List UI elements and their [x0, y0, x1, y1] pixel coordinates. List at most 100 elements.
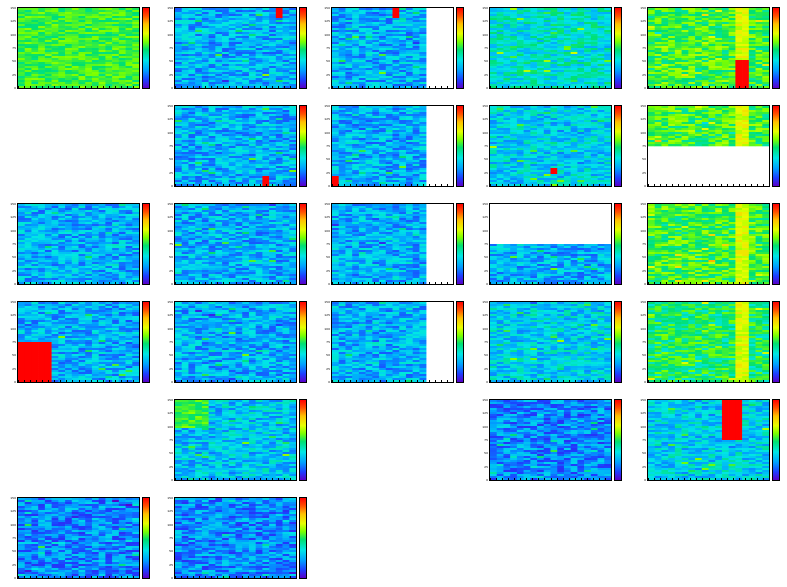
- heatmap-bin: [399, 160, 407, 163]
- heatmap-bin: [175, 26, 183, 29]
- heatmap-bin: [701, 66, 709, 69]
- heatmap-bin: [248, 76, 256, 79]
- heatmap-bin: [105, 46, 113, 49]
- heatmap-bin: [71, 54, 79, 57]
- heatmap-bin: [604, 32, 611, 35]
- heatmap-bin: [332, 172, 340, 175]
- heatmap-bin: [695, 72, 703, 75]
- heatmap-bin: [584, 20, 592, 23]
- heatmap-bin: [577, 68, 585, 71]
- heatmap-bin: [255, 156, 263, 159]
- heatmap-bin: [345, 20, 353, 23]
- histogram-panel: 0 25 50 75 100 125 150: [632, 2, 782, 92]
- heatmap-bin: [372, 64, 380, 67]
- heatmap-bin: [372, 140, 380, 143]
- heatmap-bin: [748, 78, 756, 81]
- heatmap-bin: [215, 180, 223, 183]
- heatmap-bin: [557, 32, 565, 35]
- heatmap-bin: [248, 164, 256, 167]
- heatmap-bin: [577, 74, 585, 77]
- y-tick-label: 75: [484, 46, 488, 50]
- heatmap-bin: [345, 8, 353, 11]
- heatmap-bin: [358, 132, 366, 135]
- heatmap-bin: [654, 30, 662, 33]
- heatmap-bin: [195, 144, 203, 147]
- heatmap-bin: [419, 146, 427, 149]
- heatmap-bin: [385, 154, 393, 157]
- heatmap-bin: [405, 62, 413, 65]
- heatmap-bin: [38, 64, 46, 67]
- heatmap-bin: [235, 150, 243, 153]
- heatmap-bin: [385, 132, 393, 135]
- heatmap-bin: [289, 154, 296, 157]
- heatmap-bin: [365, 182, 373, 185]
- heatmap-bin: [332, 34, 340, 37]
- heatmap-bin: [543, 106, 551, 109]
- heatmap-bin: [358, 40, 366, 43]
- heatmap-bin: [38, 86, 46, 88]
- heatmap-bin: [419, 76, 427, 79]
- heatmap-bin: [523, 44, 531, 47]
- heatmap-bin: [18, 66, 26, 69]
- heatmap-bin: [248, 112, 256, 115]
- heatmap-bin: [222, 48, 230, 51]
- heatmap-bin: [648, 58, 656, 61]
- heatmap-bin: [85, 52, 93, 55]
- heatmap-bin: [118, 68, 126, 71]
- heatmap-bin: [235, 164, 243, 167]
- heatmap-bin: [563, 24, 571, 27]
- heatmap-bin: [275, 20, 283, 23]
- heatmap-bin: [255, 32, 263, 35]
- heatmap-bin: [530, 106, 538, 109]
- heatmap-bin: [604, 8, 611, 11]
- heatmap-bin: [235, 130, 243, 133]
- heatmap-bin: [674, 36, 682, 39]
- heatmap-bin: [365, 150, 373, 153]
- heatmap-bin: [282, 108, 290, 111]
- heatmap-bin: [392, 28, 400, 31]
- heatmap-bin: [195, 176, 203, 179]
- heatmap-bin: [338, 158, 346, 161]
- heatmap-bin: [358, 120, 366, 123]
- heatmap-bin: [332, 60, 340, 63]
- heatmap-bin: [543, 18, 551, 21]
- heatmap-bin: [262, 32, 270, 35]
- heatmap-bin: [289, 78, 296, 81]
- heatmap-bin: [674, 26, 682, 29]
- heatmap-bin: [275, 114, 283, 117]
- heatmap-bin: [262, 158, 270, 161]
- heatmap-bin: [701, 58, 709, 61]
- heatmap-bin: [590, 60, 598, 63]
- heatmap-bin: [412, 174, 420, 177]
- heatmap-bin: [405, 174, 413, 177]
- heatmap-bin: [419, 108, 427, 111]
- heatmap-bin: [688, 10, 696, 13]
- heatmap-bin: [365, 124, 373, 127]
- heatmap-bin: [563, 76, 571, 79]
- heatmap-bin: [668, 12, 676, 15]
- heatmap-bin: [399, 176, 407, 179]
- heatmap-bin: [222, 184, 230, 186]
- x-tick: [36, 86, 38, 88]
- heatmap-bin: [358, 128, 366, 131]
- heatmap-bin: [31, 84, 39, 87]
- heatmap-bin: [557, 72, 565, 75]
- heatmap-bin: [358, 142, 366, 145]
- heatmap-bin: [577, 50, 585, 53]
- heatmap-bin: [275, 134, 283, 137]
- heatmap-bin: [563, 28, 571, 31]
- heatmap-bin: [269, 182, 277, 185]
- heatmap-bin: [688, 58, 696, 61]
- heatmap-bin: [358, 84, 366, 87]
- heatmap-bin: [289, 36, 296, 39]
- x-tick: [568, 86, 570, 88]
- heatmap-bin: [708, 56, 716, 59]
- heatmap-bin: [338, 18, 346, 21]
- heatmap-bin: [708, 82, 716, 85]
- heatmap-bin: [175, 176, 183, 179]
- heatmap-bin: [44, 80, 52, 83]
- heatmap-bin: [228, 34, 236, 37]
- heatmap-bin: [399, 16, 407, 19]
- heatmap-bin: [399, 56, 407, 59]
- heatmap-bin: [332, 86, 340, 88]
